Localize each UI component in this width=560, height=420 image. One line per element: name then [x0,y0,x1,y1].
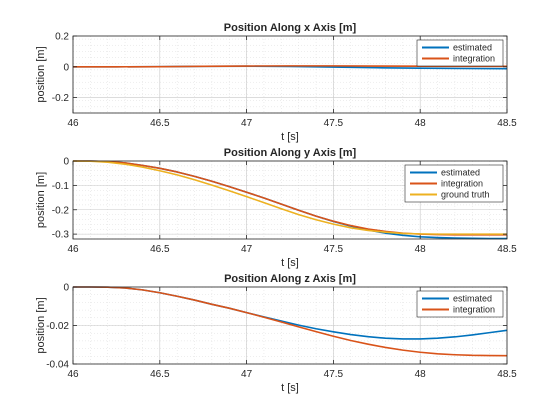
chart-title: Position Along x Axis [m] [224,22,357,34]
y-tick-label: 0 [63,157,69,168]
x-tick-label: 46 [67,118,79,129]
y-tick-label: -0.1 [52,181,70,192]
x-tick-label: 47.5 [324,369,344,380]
legend-label: estimated [453,43,492,53]
axes-box [72,160,508,240]
legend-label: integration [441,179,483,189]
y-tick-label: -0.02 [46,321,69,332]
x-tick-label: 48.5 [497,369,517,380]
x-tick-label: 48.5 [497,244,517,255]
legend-label: integration [453,305,495,315]
legend-label: estimated [441,168,480,178]
legend-box [416,290,504,318]
x-tick-label: 48 [415,369,427,380]
x-tick-label: 46 [67,369,79,380]
x-tick-label: 46.5 [150,369,170,380]
x-tick-label: 47 [241,118,253,129]
x-tick-label: 46.5 [150,118,170,129]
legend-label: estimated [453,294,492,304]
subplot-y: 46 46.5 47 47.5 48 48.5 -0.3 -0.2 -0.1 0 Position … [35,147,517,269]
y-tick-label: 0.2 [55,32,69,43]
legend-label: integration [453,54,495,64]
x-axis-label: t [s] [281,131,299,143]
y-tick-label: 0 [63,283,69,294]
x-tick-label: 47.5 [324,244,344,255]
x-tick-label: 46.5 [150,244,170,255]
x-tick-label: 47 [241,369,253,380]
x-axis-label: t [s] [281,257,299,269]
axes-box [72,35,508,114]
series-line-integration [73,286,508,357]
y-tick-label: -0.2 [52,205,70,216]
y-tick-label: 0 [63,62,69,73]
y-axis-label: position [m] [35,46,47,102]
x-tick-label: 47 [241,244,253,255]
x-tick-label: 46 [67,244,79,255]
x-axis-label: t [s] [281,382,299,394]
legend-box [416,39,504,67]
legend-label: ground truth [441,190,490,200]
chart-title: Position Along y Axis [m] [224,147,357,159]
series-line-ground-truth [72,160,507,235]
y-axis-label: position [m] [35,297,47,353]
chart-title: Position Along z Axis [m] [224,273,356,285]
y-tick-label: -0.2 [52,93,70,104]
subplot-z: 46 46.5 47 47.5 48 48.5 -0.04 -0.02 0 Position Al… [35,273,517,394]
y-axis-label: position [m] [35,172,47,228]
y-tick-label: -0.3 [52,230,70,241]
x-tick-label: 48 [415,244,427,255]
x-tick-label: 47.5 [324,118,344,129]
x-tick-label: 48 [415,118,427,129]
x-tick-label: 48.5 [497,118,517,129]
subplot-x: 46 46.5 47 47.5 48 48.5 -0.2 0 0.2 Position Along… [35,22,517,143]
y-tick-label: -0.04 [46,360,69,371]
